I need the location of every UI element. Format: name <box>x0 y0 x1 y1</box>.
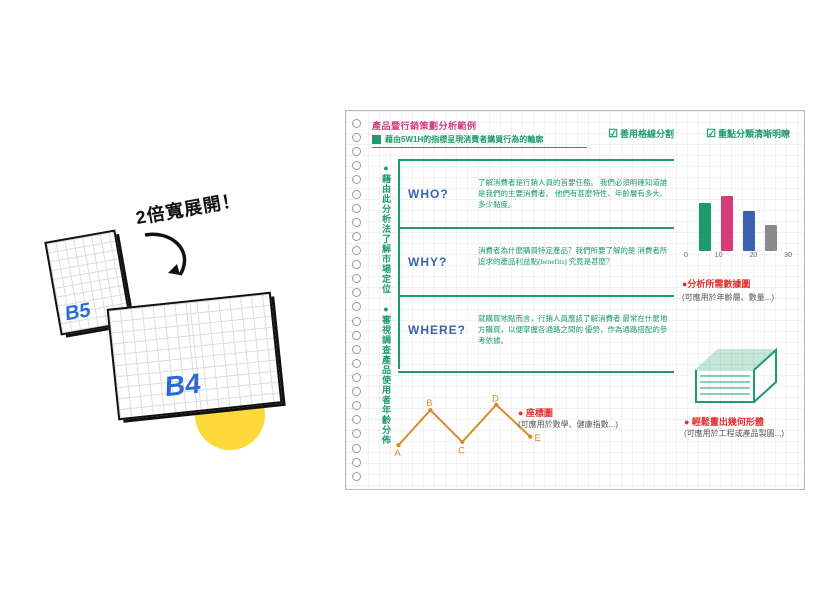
svg-text:C: C <box>458 446 465 457</box>
hline-top <box>398 159 674 161</box>
q-label: WHO? <box>408 187 449 201</box>
bar <box>765 225 777 251</box>
row-where: WHERE? 就購買地點而言，行銷人員應該了解消費者 最常在什麼地方購買，以便掌… <box>406 307 669 359</box>
axis-tick: 30 <box>784 252 792 259</box>
row-who: WHO? 了解消費者是行銷人員的首要任務。 我們必須明確知道誰是我們的主要消費者… <box>406 171 669 223</box>
axis-tick: 20 <box>749 252 757 259</box>
bar-cap-sub: (可應用於年齡層、數量...) <box>682 292 794 304</box>
axis-tick: 0 <box>684 252 688 259</box>
geo-cap-sub: (可應用於工程或產品製圖...) <box>684 428 794 440</box>
callout-text: 2倍寬展開！ <box>134 186 243 230</box>
q-desc: 消費者為什麼購買特定產品？我們所要了解的是 消費者所追求的產品利益點(benef… <box>478 245 669 267</box>
hline-row2 <box>398 295 674 297</box>
header-sub: 藉由5W1H的指標呈現消費者購買行為的輪廓 <box>385 134 543 145</box>
q-desc: 了解消費者是行銷人員的首要任務。 我們必須明確知道誰是我們的主要消費者。 他們有… <box>478 177 669 210</box>
sheet-b4: B4 <box>107 292 283 421</box>
axis-tick: 10 <box>715 252 723 259</box>
q-desc: 就購買地點而言，行銷人員應該了解消費者 最常在什麼地方購買，以便掌握各通路之間的… <box>478 313 669 346</box>
bar <box>699 203 711 251</box>
bar <box>743 211 755 251</box>
q-label: WHY? <box>408 255 447 269</box>
svg-text:E: E <box>535 433 541 444</box>
hline-row3 <box>398 371 674 373</box>
geo-shape <box>688 336 788 414</box>
b5-label: B5 <box>65 299 91 327</box>
flag-gridlines: 善用格線分割 <box>608 127 674 140</box>
arrow-swoop-icon <box>140 225 220 295</box>
flag-clarity: 重點分類清晰明瞭 <box>706 127 790 140</box>
geo-cap-title: ● 輕鬆畫出幾何形體 <box>684 416 794 428</box>
size-compare-cluster: 2倍寬展開！ B5 B4 <box>30 195 330 455</box>
q-label: WHERE? <box>408 323 466 337</box>
vline <box>398 159 400 369</box>
svg-text:A: A <box>394 448 401 459</box>
vertical-caption: ●藉由此分析法了解市場定位 ●審視調查產品使用者年齡分佈 <box>373 163 391 445</box>
coord-caption: ● 座標圖 (可應用於數學、健康指數...) <box>518 407 668 431</box>
binding-holes <box>352 119 364 481</box>
bar-caption: ●分析所需數據圖 (可應用於年齡層、數量...) <box>682 276 794 304</box>
bar <box>721 196 733 251</box>
geo-caption: ● 輕鬆畫出幾何形體 (可應用於工程或產品製圖...) <box>684 416 794 440</box>
coord-cap-title: ● 座標圖 <box>518 407 668 419</box>
square-bullet-icon <box>372 135 381 144</box>
b4-label: B4 <box>165 367 202 403</box>
coord-cap-sub: (可應用於數學、健康指數...) <box>518 419 668 431</box>
svg-text:B: B <box>426 398 432 409</box>
svg-text:D: D <box>492 394 499 405</box>
row-why: WHY? 消費者為什麼購買特定產品？我們所要了解的是 消費者所追求的產品利益點(… <box>406 239 669 291</box>
hline-row1 <box>398 227 674 229</box>
notebook-page: 產品暨行銷策劃分析範例 藉由5W1H的指標呈現消費者購買行為的輪廓 善用格線分割… <box>345 110 805 490</box>
mini-bar-chart: 0 10 20 30 <box>684 191 792 273</box>
bar-cap-title: ●分析所需數據圖 <box>682 278 794 290</box>
